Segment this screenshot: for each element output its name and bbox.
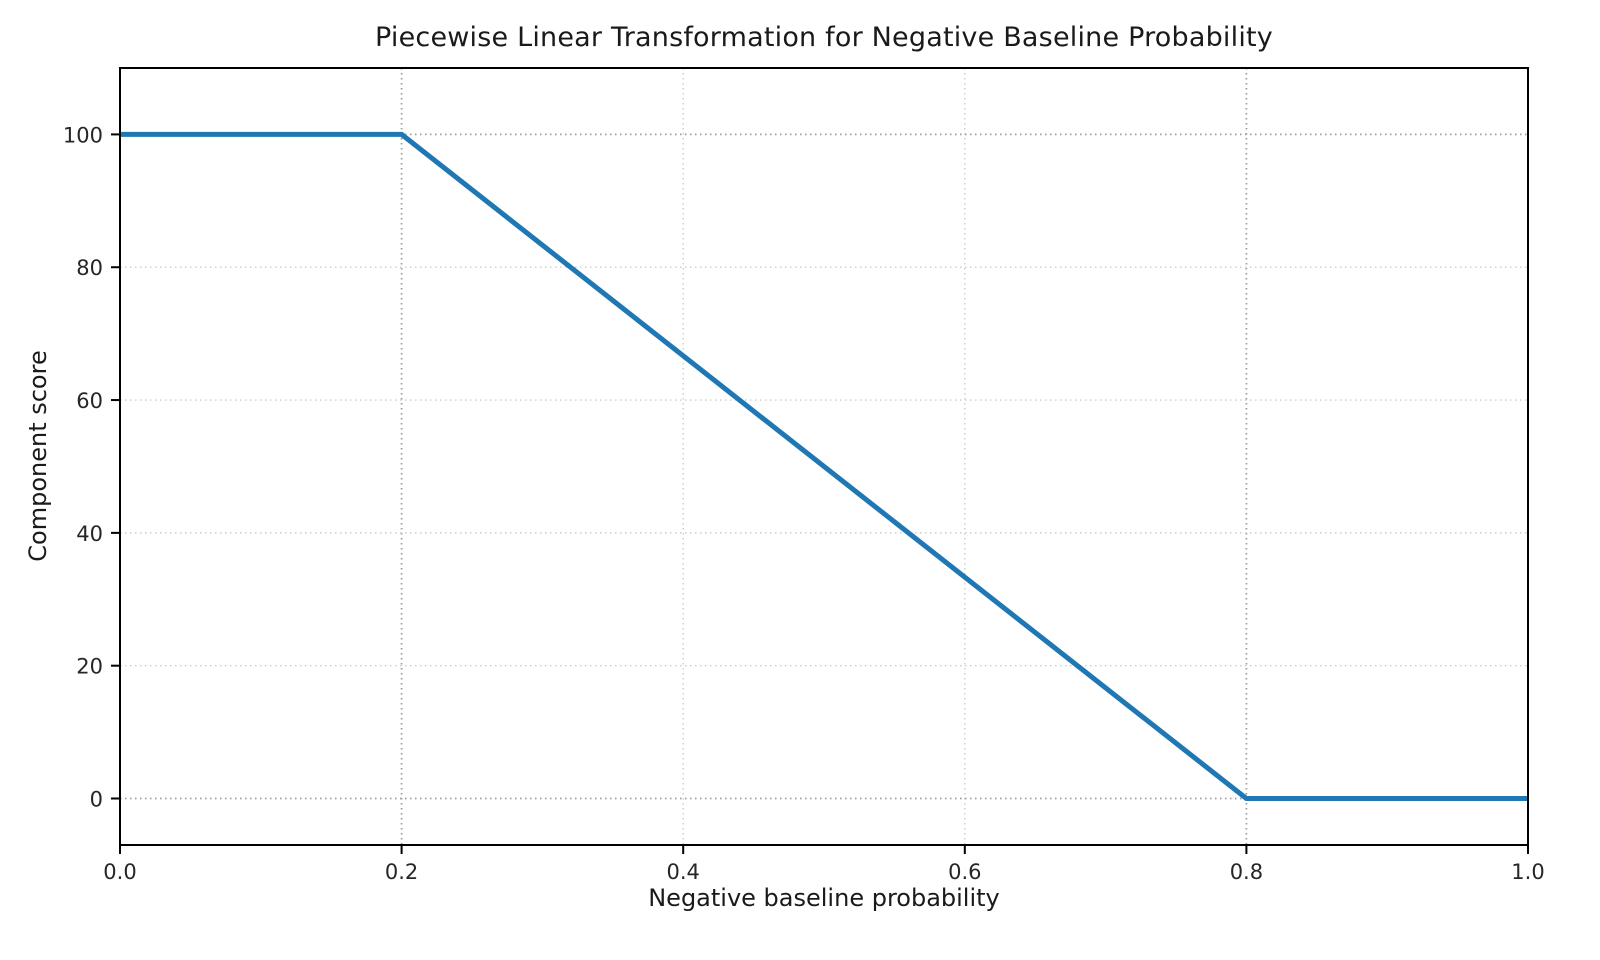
x-tick-label: 0.8 [1230,860,1263,884]
y-tick-label: 40 [76,522,103,546]
y-axis-label: Component score [24,350,52,562]
x-tick-label: 0.2 [385,860,418,884]
y-tick-label: 0 [90,788,103,812]
y-tick-label: 100 [63,123,103,147]
x-axis-label: Negative baseline probability [648,884,1000,912]
chart-title: Piecewise Linear Transformation for Nega… [375,22,1273,53]
y-tick-label: 80 [76,256,103,280]
y-tick-label: 20 [76,655,103,679]
y-tick-label: 60 [76,389,103,413]
x-tick-label: 0.0 [103,860,136,884]
x-tick-label: 1.0 [1511,860,1544,884]
axes-spines [119,67,1529,846]
series-line [120,131,1528,802]
x-tick-label: 0.4 [666,860,699,884]
x-tick-label: 0.6 [948,860,981,884]
